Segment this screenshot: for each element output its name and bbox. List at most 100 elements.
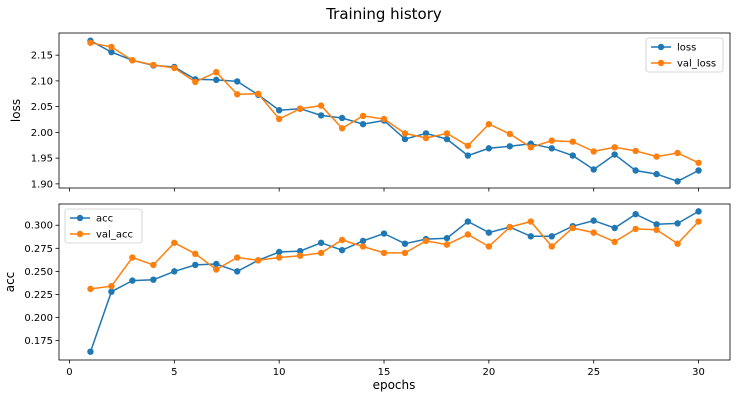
legend-swatch-marker	[76, 214, 84, 222]
data-point-acc	[380, 230, 388, 237]
y-tick-label: 0.275	[24, 244, 53, 255]
data-point-acc	[87, 348, 94, 355]
data-point-loss	[506, 143, 514, 150]
data-point-acc	[485, 229, 493, 236]
data-point-loss	[234, 78, 241, 85]
legend-label: loss	[677, 43, 696, 54]
data-point-val_acc	[548, 243, 555, 250]
data-point-val_acc	[464, 231, 472, 238]
y-tick-label: 0.250	[24, 267, 53, 278]
legend-label: val_loss	[677, 59, 716, 70]
data-point-val_acc	[129, 254, 136, 261]
data-point-val_loss	[590, 148, 597, 155]
y-axis-label: loss	[9, 99, 23, 122]
data-point-val_acc	[569, 224, 576, 232]
data-point-acc	[674, 220, 681, 227]
data-point-acc	[108, 288, 115, 295]
chart-title: Training history	[325, 5, 442, 23]
data-point-val_loss	[317, 102, 325, 109]
data-point-acc	[317, 239, 325, 246]
data-point-loss	[548, 145, 555, 152]
data-point-acc	[632, 210, 639, 218]
data-point-val_acc	[611, 238, 618, 246]
data-point-acc	[443, 234, 451, 242]
data-point-acc	[234, 268, 241, 275]
x-tick-label: 10	[273, 367, 286, 378]
data-point-val_loss	[296, 105, 304, 112]
data-point-val_loss	[213, 68, 220, 76]
data-point-val_acc	[695, 218, 702, 225]
legend-label: val_acc	[96, 230, 133, 241]
y-tick-label: 0.300	[24, 221, 53, 232]
data-point-val_loss	[695, 159, 702, 166]
y-tick-label: 2.05	[31, 102, 53, 113]
data-point-val_loss	[443, 130, 451, 137]
data-point-val_loss	[506, 130, 514, 138]
data-point-loss	[653, 170, 660, 178]
x-tick-label: 15	[378, 367, 391, 378]
legend-swatch-marker	[657, 43, 665, 51]
y-tick-label: 0.225	[24, 290, 53, 301]
data-point-acc	[548, 233, 555, 240]
series-line-val_acc	[90, 220, 700, 290]
data-point-acc	[590, 217, 597, 224]
data-point-val_acc	[674, 240, 681, 247]
y-tick-label: 2.15	[31, 51, 53, 62]
data-point-val_acc	[506, 223, 514, 231]
data-point-val_acc	[255, 257, 262, 264]
data-point-val_loss	[569, 138, 576, 145]
y-tick-label: 1.95	[31, 154, 53, 165]
data-point-loss	[317, 112, 325, 119]
data-point-val_loss	[527, 144, 534, 151]
data-point-val_acc	[485, 243, 493, 250]
data-point-val_loss	[422, 134, 430, 142]
data-point-val_acc	[401, 249, 409, 257]
data-point-val_acc	[87, 285, 94, 293]
data-point-acc	[611, 224, 618, 232]
data-point-val_loss	[192, 78, 199, 86]
subplot-acc: 0.175 0.200 0.225 0.250 0.275 0.300 0 5 10 15 20 25…	[3, 203, 731, 378]
data-point-acc	[150, 276, 157, 283]
data-point-val_loss	[150, 61, 157, 69]
x-axis-label: epochs	[373, 378, 416, 392]
legend-swatch-marker	[657, 59, 665, 67]
series-line-val_loss	[90, 42, 699, 164]
data-point-acc	[359, 237, 367, 245]
data-point-acc	[653, 221, 660, 228]
data-point-acc	[338, 246, 346, 254]
data-point-val_loss	[129, 57, 136, 64]
data-point-val_acc	[150, 261, 157, 269]
data-point-val_acc	[108, 282, 115, 290]
x-tick-label: 30	[692, 367, 705, 378]
data-point-val_loss	[275, 115, 283, 123]
data-point-acc	[171, 268, 178, 275]
data-point-loss	[359, 120, 367, 128]
plot-frame	[58, 203, 731, 361]
data-point-val_loss	[464, 142, 472, 149]
x-tick-label: 25	[587, 367, 600, 378]
data-point-acc	[192, 261, 199, 269]
data-point-val_loss	[255, 90, 262, 97]
data-point-val_loss	[359, 112, 367, 120]
data-point-acc	[275, 248, 283, 256]
data-point-loss	[674, 178, 681, 185]
data-point-loss	[464, 152, 472, 159]
data-point-val_loss	[380, 115, 388, 123]
data-point-loss	[401, 135, 409, 143]
data-point-loss	[569, 152, 576, 159]
data-point-acc	[213, 260, 220, 268]
data-point-val_acc	[359, 243, 367, 250]
x-tick-label: 0	[66, 367, 72, 378]
data-point-loss	[485, 145, 493, 152]
data-point-val_acc	[380, 249, 388, 257]
x-tick-label: 20	[482, 367, 495, 378]
data-point-val_acc	[171, 239, 178, 246]
y-tick-label: 2.10	[31, 76, 53, 87]
series-line-acc	[89, 210, 699, 352]
legend: loss val_loss	[645, 37, 724, 73]
data-point-val_acc	[527, 218, 534, 225]
subplot-loss: 1.90 1.95 2.00 2.05 2.10 2.15 loss loss val_loss	[9, 32, 731, 192]
y-axis-label: acc	[3, 272, 17, 293]
data-point-val_acc	[590, 229, 597, 236]
